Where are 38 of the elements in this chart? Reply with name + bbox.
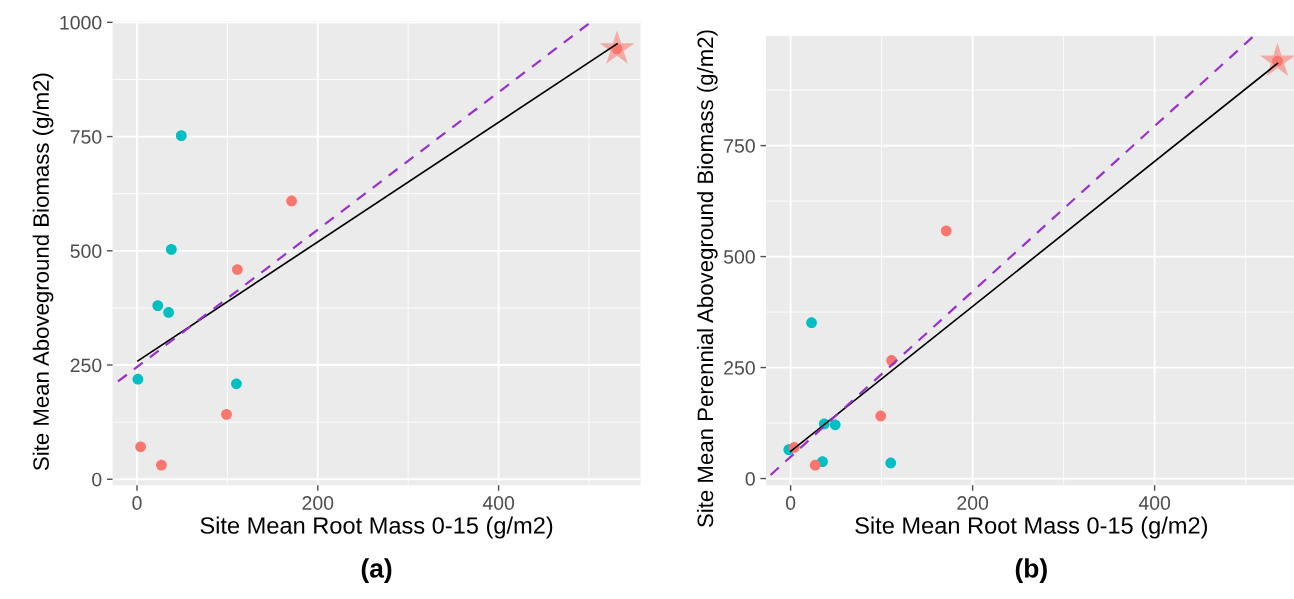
point bbox=[829, 419, 841, 431]
y-tick-label: 500 bbox=[723, 250, 755, 264]
x-axis-title: Site Mean Root Mass 0-15 (g/m2) bbox=[855, 516, 1208, 539]
text: (b) bbox=[1015, 558, 1047, 583]
y-tick-label: 500 bbox=[70, 244, 102, 259]
point bbox=[156, 459, 167, 471]
point bbox=[806, 317, 817, 329]
point bbox=[809, 459, 821, 471]
x-axis-title: Site Mean Root Mass 0-15 (g/m2) bbox=[200, 516, 553, 539]
point bbox=[940, 225, 952, 237]
point bbox=[165, 244, 177, 255]
point bbox=[175, 130, 187, 142]
y-tick-label: 1000 bbox=[60, 15, 102, 30]
x-tick-label: 200 bbox=[302, 496, 334, 510]
y-tick-label: 750 bbox=[724, 139, 755, 153]
point bbox=[885, 457, 897, 469]
point bbox=[135, 441, 146, 453]
point bbox=[132, 373, 144, 385]
y-tick-label: 750 bbox=[70, 130, 102, 144]
point bbox=[231, 264, 243, 275]
y-tick-label: 250 bbox=[724, 361, 755, 375]
x-tick-label: 0 bbox=[785, 496, 796, 510]
point bbox=[875, 410, 887, 422]
point bbox=[221, 408, 232, 420]
y-axis-title: Site Mean Perennial Aboveground Biomass (g/m2) bbox=[696, 30, 718, 528]
x-tick-label: 0 bbox=[132, 496, 142, 510]
text: (a) bbox=[361, 558, 392, 583]
point bbox=[163, 307, 175, 318]
y-axis-title: Site Mean Aboveground Biomass (g/m2) bbox=[32, 73, 54, 471]
point bbox=[152, 300, 164, 311]
x-tick-label: 200 bbox=[957, 496, 989, 510]
x-tick-label: 400 bbox=[482, 496, 515, 510]
point bbox=[286, 195, 297, 207]
x-tick-label: 400 bbox=[1138, 496, 1171, 510]
y-tick-label: 250 bbox=[70, 358, 102, 373]
point bbox=[231, 378, 242, 390]
y-tick-label: 0 bbox=[745, 472, 755, 486]
y-tick-label: 0 bbox=[92, 472, 102, 487]
